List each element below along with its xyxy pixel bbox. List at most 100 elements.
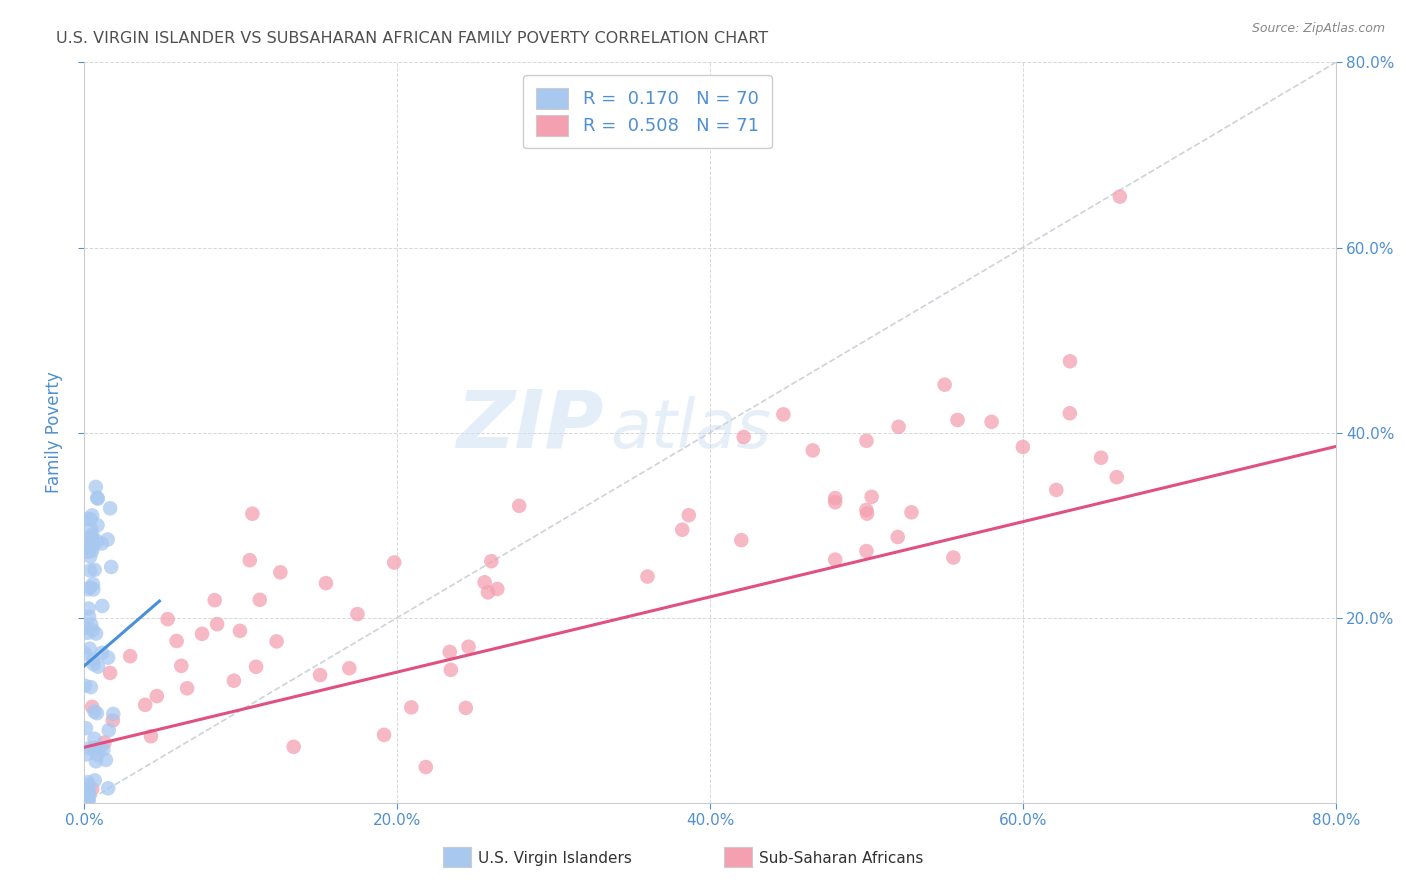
Point xyxy=(439,645,461,659)
Point xyxy=(90,536,112,550)
Point xyxy=(79,512,101,526)
Point xyxy=(240,507,263,521)
Point xyxy=(97,723,120,738)
Point xyxy=(730,533,752,548)
Point xyxy=(942,550,965,565)
Point xyxy=(87,491,110,506)
Point xyxy=(75,747,97,762)
Text: Source: ZipAtlas.com: Source: ZipAtlas.com xyxy=(1251,22,1385,36)
Point xyxy=(980,415,1002,429)
Point xyxy=(887,419,910,434)
Point xyxy=(337,661,360,675)
Point xyxy=(77,793,100,807)
Point xyxy=(80,617,103,632)
Point xyxy=(346,607,368,621)
Point xyxy=(77,784,100,798)
Point xyxy=(315,576,337,591)
Point xyxy=(373,728,395,742)
Point xyxy=(382,556,405,570)
Point xyxy=(75,620,97,634)
Point xyxy=(146,689,169,703)
Point xyxy=(477,585,499,599)
Point xyxy=(97,650,120,665)
Point xyxy=(855,503,877,517)
Text: ZIP: ZIP xyxy=(457,386,603,464)
Point xyxy=(82,577,104,591)
Point xyxy=(120,649,142,664)
Point xyxy=(860,490,883,504)
Point xyxy=(671,523,693,537)
Point xyxy=(73,647,96,661)
Point xyxy=(170,658,193,673)
Point xyxy=(166,634,188,648)
Point xyxy=(79,789,101,803)
Point xyxy=(82,538,104,552)
Text: Sub-Saharan Africans: Sub-Saharan Africans xyxy=(759,851,924,865)
Point xyxy=(101,714,124,728)
Point xyxy=(87,659,110,673)
Point xyxy=(77,778,100,792)
Point xyxy=(82,538,104,552)
Point xyxy=(269,566,291,580)
Point xyxy=(134,698,156,712)
Point xyxy=(86,491,108,505)
Point xyxy=(80,534,103,549)
Point xyxy=(474,575,496,590)
Point xyxy=(94,753,117,767)
Point xyxy=(82,508,104,523)
Point xyxy=(415,760,437,774)
Point xyxy=(76,775,98,789)
Point xyxy=(84,480,107,494)
Point xyxy=(82,543,104,558)
Point xyxy=(77,793,100,807)
Point xyxy=(1108,189,1130,203)
Point xyxy=(83,731,105,746)
Point xyxy=(103,706,125,721)
Point xyxy=(266,634,288,648)
Point xyxy=(479,554,502,568)
Point xyxy=(98,665,121,680)
Point xyxy=(84,626,107,640)
Point xyxy=(457,640,479,654)
Point xyxy=(229,624,252,638)
Point xyxy=(93,742,115,756)
Point xyxy=(637,569,659,583)
Point xyxy=(97,781,120,796)
Point xyxy=(83,563,105,577)
Point xyxy=(80,527,103,541)
Point xyxy=(856,507,879,521)
Point xyxy=(83,657,105,672)
Point xyxy=(83,773,105,788)
Point xyxy=(309,668,332,682)
Point xyxy=(76,582,98,597)
Y-axis label: Family Poverty: Family Poverty xyxy=(45,372,63,493)
Point xyxy=(80,680,103,694)
Point xyxy=(75,785,97,799)
Point xyxy=(79,641,101,656)
Point xyxy=(1045,483,1067,497)
Point xyxy=(76,512,98,526)
Point xyxy=(91,646,114,660)
Point xyxy=(139,729,162,743)
Point xyxy=(1012,440,1035,454)
Text: atlas: atlas xyxy=(610,396,770,462)
Point xyxy=(824,491,846,505)
Point xyxy=(91,599,114,613)
Point xyxy=(79,538,101,552)
Point xyxy=(205,617,228,632)
Point xyxy=(249,592,271,607)
Point xyxy=(454,701,477,715)
Point xyxy=(79,549,101,564)
Point xyxy=(76,545,98,559)
Point xyxy=(82,653,104,667)
Point xyxy=(79,542,101,557)
Point xyxy=(204,593,226,607)
Point xyxy=(156,612,179,626)
Point xyxy=(82,781,104,796)
Point xyxy=(191,627,214,641)
Point xyxy=(824,495,846,509)
Point xyxy=(77,609,100,624)
Point xyxy=(678,508,700,523)
Point xyxy=(79,581,101,595)
Point xyxy=(75,721,97,735)
